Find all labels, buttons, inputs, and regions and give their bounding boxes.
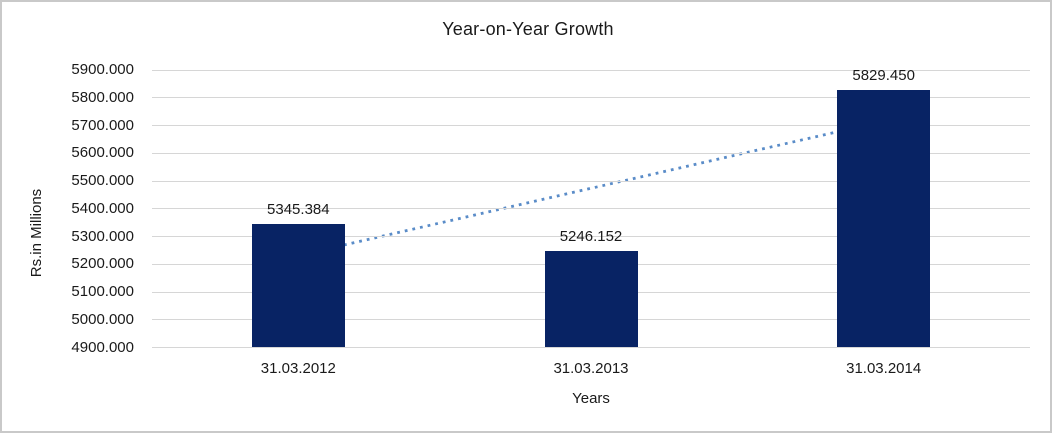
y-axis-tick-label: 5300.000 [71, 227, 134, 245]
x-axis-tick-label: 31.03.2012 [260, 359, 336, 377]
bar-data-label: 5829.450 [852, 66, 915, 84]
y-axis-tick-label: 5400.000 [71, 199, 134, 217]
y-axis-tick-label: 4900.000 [71, 338, 134, 356]
gridline [152, 347, 1030, 348]
gridline [152, 125, 1030, 126]
x-axis-title: Years [572, 390, 610, 407]
y-axis-tick-label: 5100.000 [71, 283, 134, 300]
y-axis-tick-label: 5500.000 [71, 172, 134, 189]
gridline [152, 208, 1030, 210]
gridline [152, 69, 1030, 71]
bar-31.03.2014 [837, 89, 931, 348]
gridline [152, 97, 1030, 99]
gridline [152, 152, 1030, 154]
bar-31.03.2012 [251, 223, 345, 348]
bar-data-label: 5246.152 [559, 228, 623, 246]
x-axis-tick-label: 31.03.2013 [553, 359, 629, 377]
y-axis-tick-label: 5700.000 [71, 116, 134, 134]
y-axis-tick-label: 5800.000 [71, 88, 134, 106]
y-axis-tick-label: 5200.000 [71, 255, 134, 273]
gridline [152, 180, 1030, 182]
bar-data-label: 5345.384 [267, 200, 330, 218]
gridline [152, 236, 1030, 237]
y-axis-tick-label: 5600.000 [71, 144, 134, 162]
y-axis-tick-label: 5900.000 [71, 61, 134, 78]
chart-title: Year-on-Year Growth [442, 19, 614, 39]
bar-31.03.2013 [544, 251, 638, 348]
y-axis-tick-label: 5000.000 [71, 310, 134, 328]
x-axis-tick-label: 31.03.2014 [846, 359, 922, 377]
